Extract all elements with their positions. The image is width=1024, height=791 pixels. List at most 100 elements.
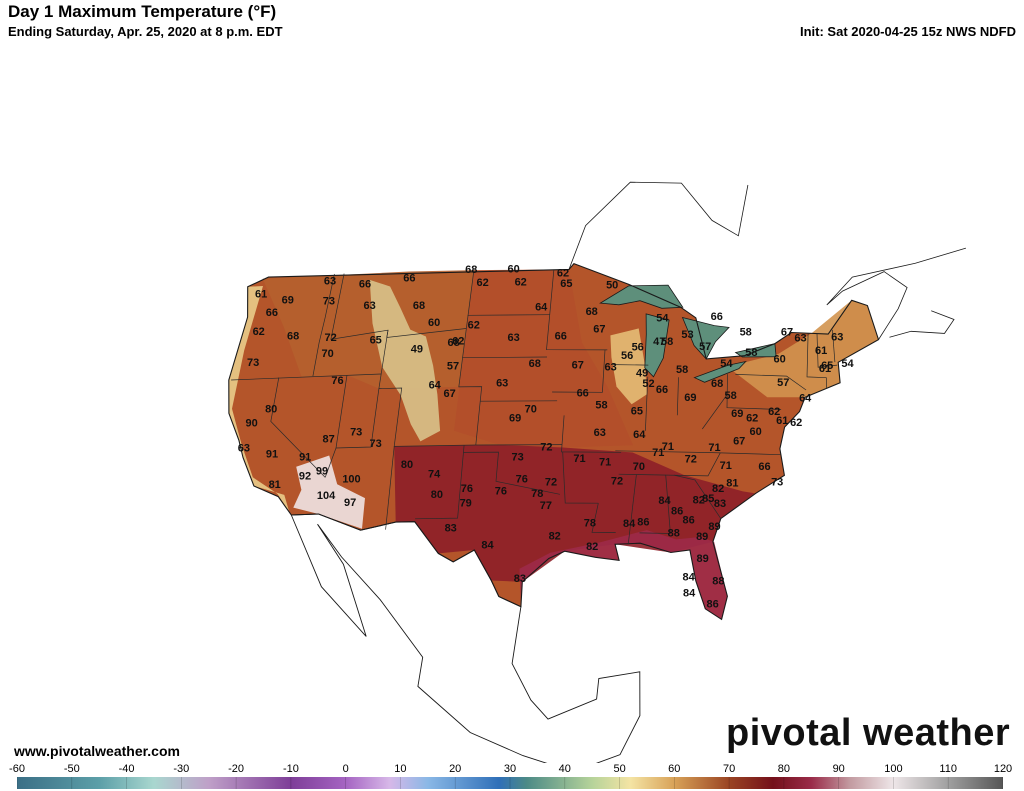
colorbar-tick-label: 110 (939, 763, 957, 775)
temperature-label: 64 (429, 380, 442, 392)
temperature-label: 66 (266, 307, 278, 319)
temperature-label: 100 (342, 473, 360, 485)
temperature-label: 57 (777, 377, 789, 389)
great-lake-2 (644, 313, 670, 378)
colorbar-tick-label: 50 (613, 763, 626, 775)
temperature-label: 60 (749, 426, 761, 438)
temperature-label: 73 (369, 438, 381, 450)
zone-mountains-cool (369, 279, 441, 442)
colorbar (17, 777, 1003, 789)
colorbar-tick-label: 100 (884, 763, 903, 775)
temperature-label: 63 (831, 331, 843, 343)
temperature-label: 76 (331, 375, 343, 387)
zone-midwest-cool (610, 328, 647, 405)
colorbar-tick-label: 0 (342, 763, 349, 775)
temperature-label: 72 (685, 453, 697, 465)
temperature-label: 67 (593, 323, 605, 335)
temperature-label: 61 (776, 415, 788, 427)
temperature-label: 82 (712, 483, 724, 495)
state-border-3 (270, 377, 326, 478)
temperature-label: 62 (768, 406, 780, 418)
temperature-label: 66 (711, 311, 723, 323)
temperature-label: 72 (540, 441, 552, 453)
temperature-label: 58 (676, 364, 688, 376)
temperature-label: 84 (481, 540, 494, 552)
state-border-20 (591, 503, 616, 533)
state-border-7 (335, 388, 380, 449)
temperature-label: 87 (322, 433, 334, 445)
temperature-label: 78 (531, 488, 543, 500)
temperature-label: 71 (708, 442, 720, 454)
temperature-label: 47 (653, 336, 665, 348)
temperature-label: 90 (245, 418, 257, 430)
temperature-label: 54 (656, 313, 669, 325)
temperature-label: 63 (507, 332, 519, 344)
temperature-label: 61 (815, 345, 827, 357)
temperature-label: 88 (668, 528, 680, 540)
state-border-1 (312, 273, 335, 377)
temperature-label: 77 (540, 500, 552, 512)
temperature-label: 83 (445, 522, 457, 534)
state-border-30 (735, 374, 807, 391)
temperature-label: 66 (656, 384, 668, 396)
great-lake-3 (681, 316, 730, 360)
state-border-18 (561, 415, 622, 453)
temperature-label: 68 (465, 264, 477, 276)
temperature-label: 65 (560, 278, 572, 290)
temperature-label: 66 (555, 331, 567, 343)
temperature-label: 104 (317, 490, 336, 502)
state-border-23 (676, 377, 679, 416)
temperature-label: 66 (359, 278, 371, 290)
temperature-label: 57 (699, 341, 711, 353)
temperature-label: 62 (790, 417, 802, 429)
temperature-label: 63 (594, 427, 606, 439)
temperature-label: 78 (584, 518, 596, 530)
temperature-label: 76 (461, 483, 473, 495)
colorbar-tick-label: -50 (63, 763, 80, 775)
state-border-29 (726, 374, 782, 410)
temperature-label: 84 (658, 495, 671, 507)
temperature-label: 63 (363, 300, 375, 312)
temperature-label: 82 (549, 531, 561, 543)
temperature-label: 79 (460, 497, 472, 509)
brand-logo: pivotal weather (726, 712, 1011, 754)
temperature-label: 68 (447, 337, 459, 349)
temperature-label: 62 (476, 277, 488, 289)
state-border-31 (806, 333, 827, 389)
canada-coast-2 (826, 247, 967, 340)
temperature-label: 80 (431, 489, 443, 501)
zone-northeast-cool (727, 300, 879, 398)
state-border-8 (385, 446, 395, 530)
colorbar-tick-label: 40 (558, 763, 571, 775)
temperature-label: 64 (535, 301, 548, 313)
temperature-label: 66 (758, 461, 770, 473)
state-border-9 (414, 445, 465, 520)
temperature-label: 65 (821, 360, 833, 372)
state-border-34 (702, 394, 728, 430)
temperature-label: 73 (350, 427, 362, 439)
zone-plains-warm (454, 269, 634, 448)
temperature-label: 71 (720, 460, 732, 472)
state-border-2 (231, 373, 382, 381)
state-border-22 (645, 376, 649, 431)
colorbar-tick-label: -40 (118, 763, 135, 775)
colorbar-tick-label: 70 (722, 763, 736, 775)
temperature-fill-layer (228, 263, 879, 620)
temperature-label: 76 (495, 485, 507, 497)
temperature-label: 80 (401, 459, 413, 471)
website-url[interactable]: www.pivotalweather.com (14, 743, 180, 759)
temperature-label: 73 (771, 476, 783, 488)
zone-desert-southwest-hot (293, 455, 365, 529)
temperature-label: 89 (708, 521, 720, 533)
temperature-label: 86 (671, 506, 683, 518)
temperature-label: 63 (324, 275, 336, 287)
temperature-label: 65 (370, 335, 382, 347)
mexico-outline (290, 513, 641, 763)
temperature-label: 82 (693, 494, 705, 506)
temperature-label: 56 (621, 350, 633, 362)
temperature-label: 72 (324, 332, 336, 344)
temperature-label: 70 (633, 461, 645, 473)
temperature-label: 66 (403, 273, 415, 285)
temperature-label: 69 (684, 392, 696, 404)
